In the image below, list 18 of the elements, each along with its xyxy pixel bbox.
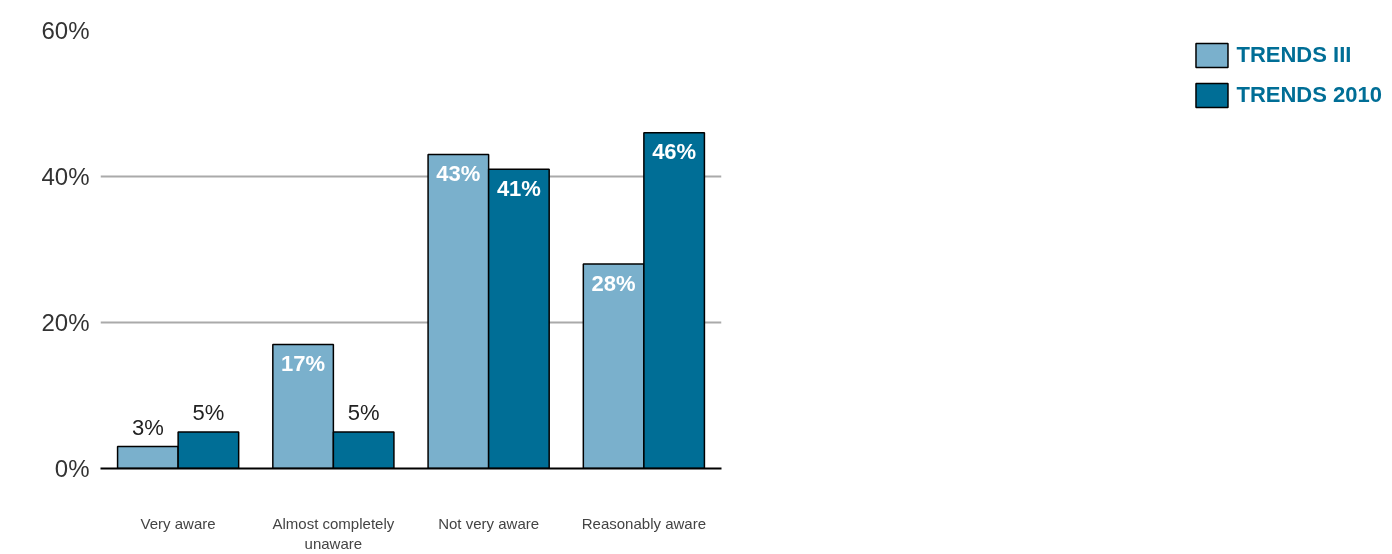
x-tick-label: Very aware [140, 514, 216, 532]
data-label: 46% [652, 139, 697, 165]
y-tick-label: 0% [54, 455, 90, 482]
y-tick-label: 60% [41, 17, 90, 44]
data-label: 3% [131, 415, 164, 441]
legend-label: TRENDS III [1236, 42, 1352, 68]
data-label: 43% [436, 161, 481, 187]
data-label: 5% [347, 400, 380, 426]
y-tick-label: 20% [41, 309, 90, 336]
x-tick-label: Almost completely unaware [272, 514, 395, 552]
y-tick-label: 40% [41, 163, 90, 190]
data-label: 17% [281, 350, 326, 376]
data-label: 41% [496, 175, 541, 201]
data-label: 28% [591, 270, 636, 296]
legend-label: TRENDS 2010 [1236, 82, 1382, 108]
data-label: 5% [192, 400, 225, 426]
x-tick-label: Not very aware [438, 514, 540, 532]
x-tick-label: Reasonably aware [581, 514, 706, 532]
